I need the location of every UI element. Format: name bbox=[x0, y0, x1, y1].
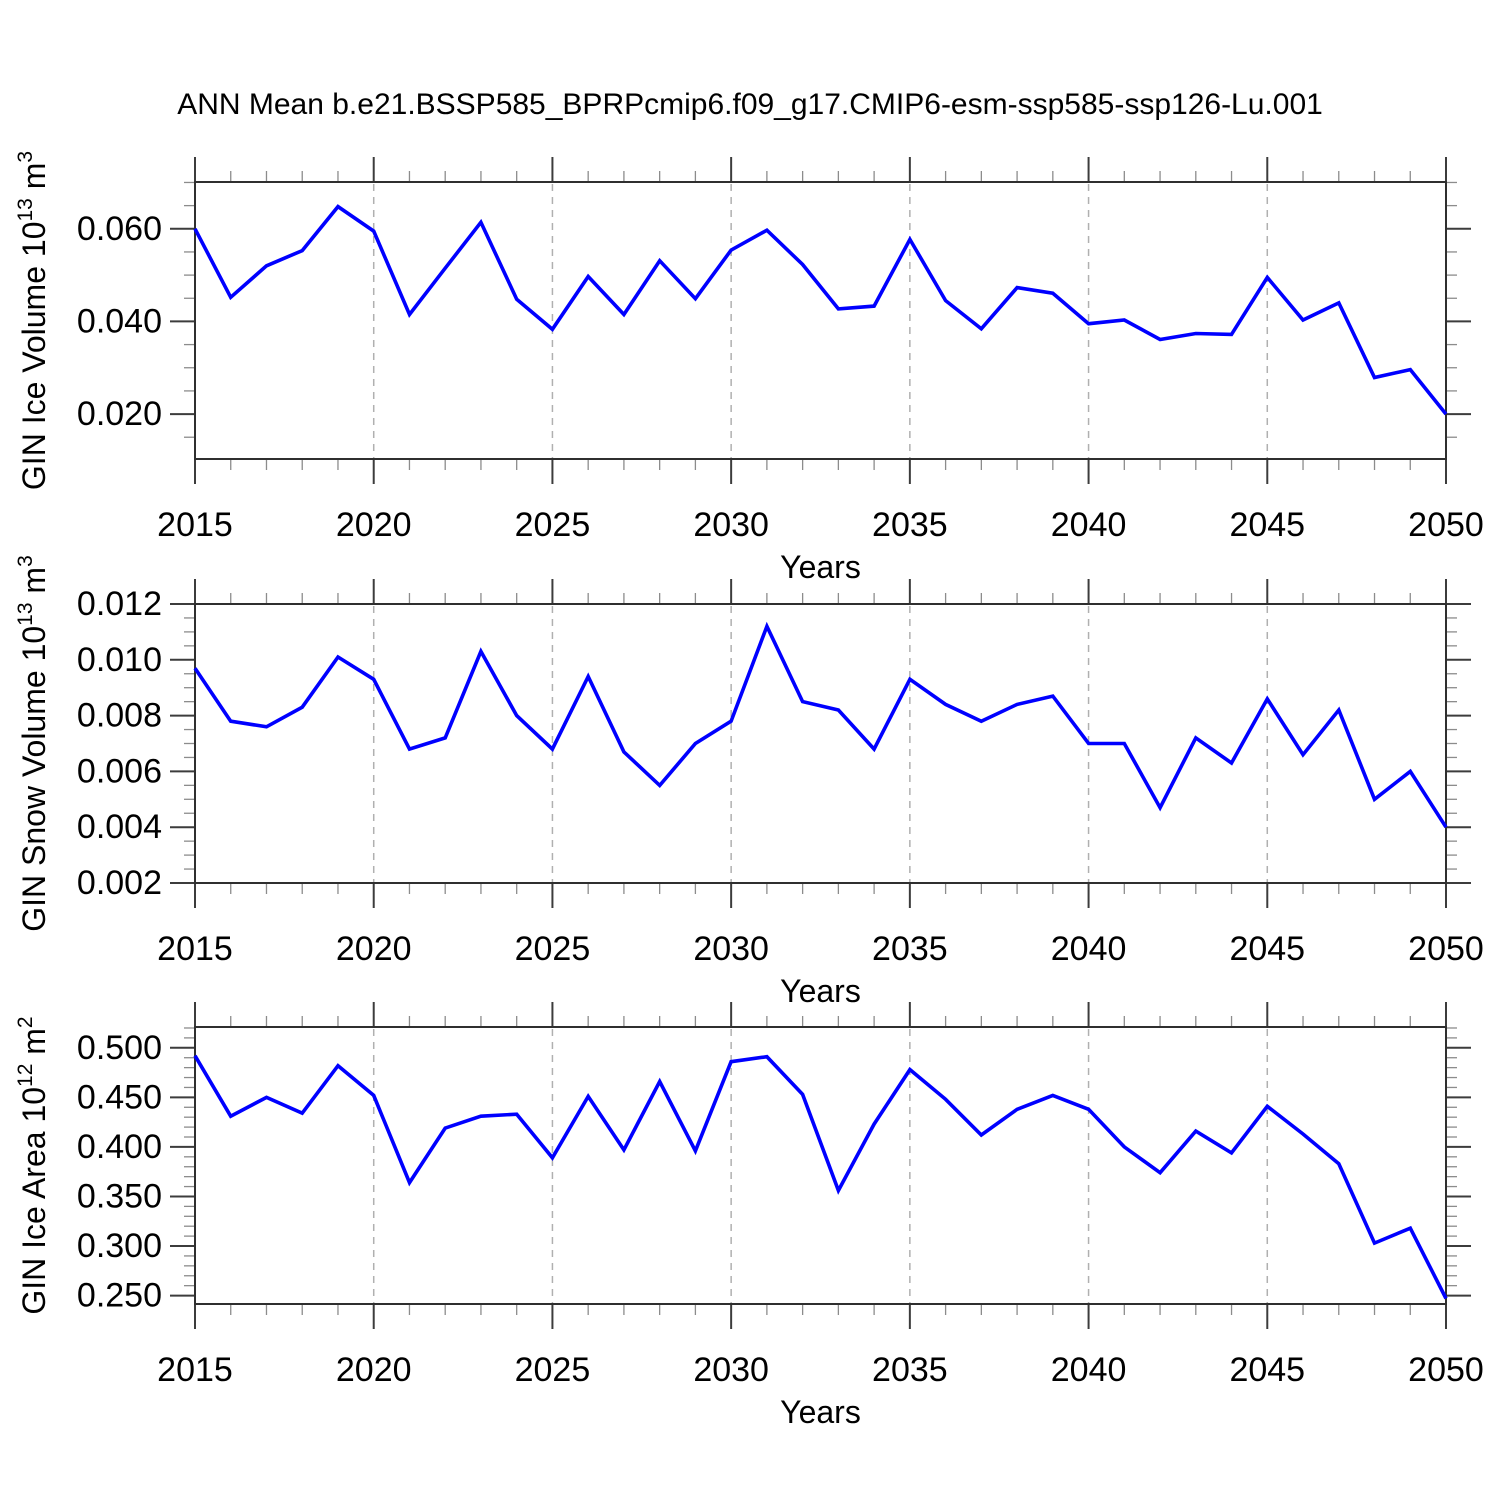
x-axis-title: Years bbox=[780, 1394, 861, 1430]
y-tick-label: 0.002 bbox=[77, 864, 162, 902]
gin-snow-volume-10-series-line bbox=[193, 621, 1448, 829]
x-tick-label: 2020 bbox=[336, 930, 412, 968]
x-tick-label: 2035 bbox=[872, 930, 948, 968]
plot-title: ANN Mean b.e21.BSSP585_BPRPcmip6.f09_g17… bbox=[177, 88, 1323, 121]
x-tick-label: 2030 bbox=[693, 930, 769, 968]
y-tick-label: 0.500 bbox=[77, 1029, 162, 1067]
y-tick-label: 0.350 bbox=[77, 1177, 162, 1215]
x-tick-label: 2030 bbox=[693, 506, 769, 544]
x-tick-label: 2015 bbox=[157, 930, 233, 968]
x-tick-label: 2045 bbox=[1229, 1351, 1305, 1389]
plot-frame bbox=[194, 603, 1447, 884]
y-tick-label: 0.012 bbox=[77, 585, 162, 623]
x-tick-label: 2025 bbox=[515, 506, 591, 544]
x-tick-label: 2020 bbox=[336, 1351, 412, 1389]
x-tick-label: 2045 bbox=[1229, 506, 1305, 544]
x-tick-label: 2025 bbox=[515, 1351, 591, 1389]
x-axis-title: Years bbox=[780, 973, 861, 1009]
gin-snow-volume-10-panel: 0.002 0.004 0.006 0.008 0.010 0.012 2015 2020 20… bbox=[14, 555, 1484, 1009]
x-tick-label: 2015 bbox=[157, 1351, 233, 1389]
plot-frame bbox=[194, 181, 1447, 460]
x-tick-label: 2025 bbox=[515, 930, 591, 968]
y-tick-label: 0.006 bbox=[77, 752, 162, 790]
x-axis-title: Years bbox=[780, 549, 861, 585]
x-tick-label: 2040 bbox=[1051, 506, 1127, 544]
x-tick-label: 2035 bbox=[872, 1351, 948, 1389]
x-tick-label: 2040 bbox=[1051, 1351, 1127, 1389]
x-tick-label: 2020 bbox=[336, 506, 412, 544]
x-tick-label: 2045 bbox=[1229, 930, 1305, 968]
gin-ice-area-10-series-line bbox=[193, 1054, 1448, 1300]
y-tick-label: 0.250 bbox=[77, 1277, 162, 1315]
plot-frame bbox=[194, 1026, 1447, 1305]
gin-ice-volume-10-series-line bbox=[193, 204, 1448, 416]
y-tick-label: 0.004 bbox=[77, 808, 162, 846]
y-tick-label: 0.450 bbox=[77, 1078, 162, 1116]
gin-ice-area-10-panel: 0.250 0.300 0.350 0.400 0.450 0.500 2015 2020 20… bbox=[14, 1002, 1484, 1430]
x-tick-label: 2030 bbox=[693, 1351, 769, 1389]
x-tick-label: 2050 bbox=[1408, 930, 1484, 968]
x-tick-label: 2050 bbox=[1408, 1351, 1484, 1389]
y-tick-label: 0.010 bbox=[77, 641, 162, 679]
y-tick-label: 0.400 bbox=[77, 1128, 162, 1166]
gin-ice-volume-10-panel: 0.020 0.040 0.060 2015 2020 2025 2030 2035 2040 2… bbox=[14, 151, 1484, 585]
x-tick-label: 2035 bbox=[872, 506, 948, 544]
y-axis-title: GIN Ice Volume 1013 m3 bbox=[14, 151, 52, 490]
y-axis-title: GIN Snow Volume 1013 m3 bbox=[14, 555, 52, 932]
y-axis-title: GIN Ice Area 1012 m2 bbox=[14, 1016, 52, 1314]
y-tick-label: 0.060 bbox=[77, 210, 162, 248]
y-tick-label: 0.040 bbox=[77, 302, 162, 340]
y-tick-label: 0.008 bbox=[77, 697, 162, 735]
y-tick-label: 0.020 bbox=[77, 395, 162, 433]
x-tick-label: 2050 bbox=[1408, 506, 1484, 544]
x-tick-label: 2015 bbox=[157, 506, 233, 544]
x-tick-label: 2040 bbox=[1051, 930, 1127, 968]
y-tick-label: 0.300 bbox=[77, 1227, 162, 1265]
